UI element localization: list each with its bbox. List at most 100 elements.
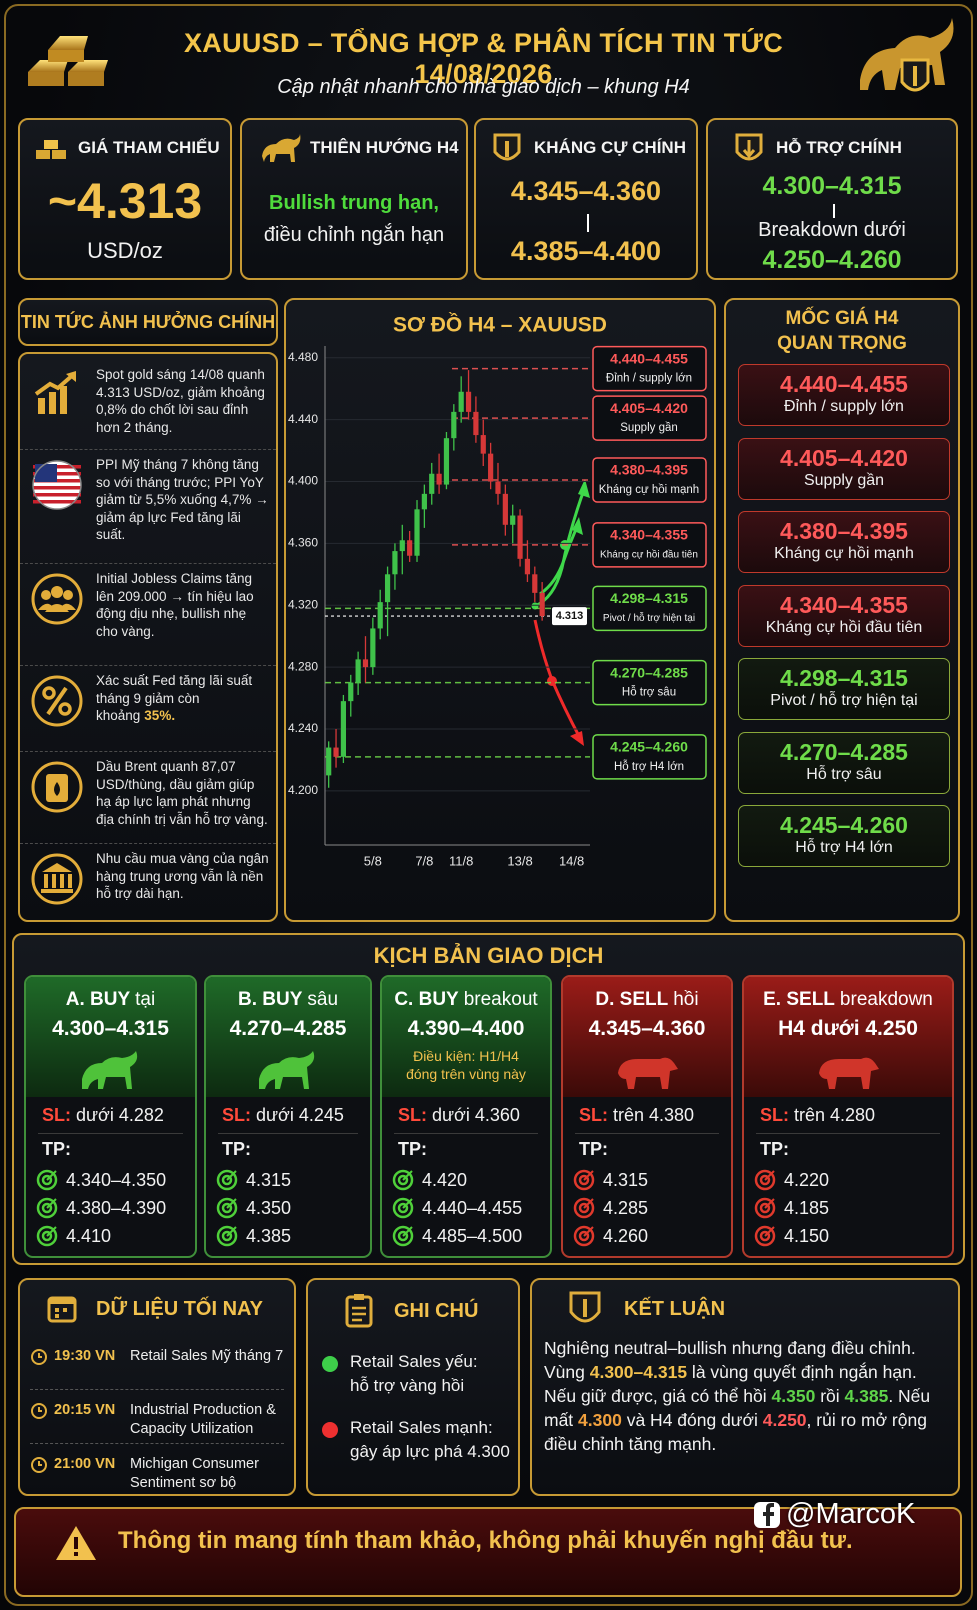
scenario-qualifier: breakdown (839, 989, 933, 1010)
stop-loss: SL: trên 4.380 (579, 1105, 694, 1126)
icon (31, 761, 83, 813)
icon-part (216, 1169, 238, 1191)
tonight-panel: DỮ LIỆU TỐI NAY 19:30 VN Retail Sales Mỹ … (18, 1278, 296, 1496)
icon-part (41, 1230, 53, 1242)
news-title: TIN TỨC ẢNH HƯỞNG CHÍNH (20, 312, 276, 332)
icon-part (764, 1226, 775, 1237)
stop-loss: SL: dưới 4.245 (222, 1105, 344, 1126)
icon-part (33, 493, 81, 497)
x-tick-label: 5/8 (364, 853, 382, 868)
divider (575, 1133, 719, 1134)
news-text: PPI Mỹ tháng 7 không tăng so với tháng t… (96, 457, 269, 542)
candle-body (443, 438, 450, 485)
candle-body (502, 493, 508, 525)
candle-body (436, 473, 442, 485)
icon-part (216, 1197, 238, 1219)
icon-part (819, 1057, 879, 1089)
candle-body (517, 515, 523, 559)
separator (587, 214, 589, 232)
breakdown-label: Breakdown dưới (758, 219, 906, 241)
candle-body (362, 659, 369, 668)
disclaimer-bar: Thông tin mang tính tham khảo, không phả… (14, 1507, 962, 1597)
conclusion-highlight: 4.350 (771, 1386, 816, 1406)
scenario-card: A. BUY tại 4.300–4.315 SL: dưới 4.282 TP: 4.34… (24, 975, 197, 1258)
conclusion-title: KẾT LUẬN (624, 1298, 726, 1320)
levels-title: MỐC GIÁ H4 QUAN TRỌNG (777, 308, 907, 354)
level-range: 4.245–4.260 (780, 812, 908, 838)
stop-loss: SL: trên 4.280 (760, 1105, 875, 1126)
scenario-name: C. BUY breakout (382, 989, 550, 1011)
candle-body (451, 411, 457, 439)
sl-value: dưới 4.282 (76, 1105, 164, 1125)
conclusion-segment: và H4 đóng dưới (621, 1410, 763, 1430)
sl-value: trên 4.380 (613, 1105, 695, 1125)
take-profit: 4.220 (784, 1170, 830, 1190)
icon (31, 573, 83, 625)
icon-part (36, 1169, 58, 1191)
level-label: 4.405–4.420 (610, 400, 688, 416)
scenario-action: D. SELL (595, 989, 669, 1010)
level-card: 4.340–4.355 Kháng cự hồi đầu tiên (738, 584, 950, 647)
scenario-qualifier: tại (135, 989, 156, 1010)
y-tick-label: 4.320 (288, 597, 318, 611)
scenario-action: E. SELL (763, 989, 835, 1010)
conclusion-segment: Nghiêng neutral–bullish nhưng đang điều … (544, 1338, 916, 1382)
disclaimer: Thông tin mang tính tham khảo, không phả… (118, 1527, 853, 1554)
gold-bars-icon (28, 36, 108, 86)
x-tick-label: 14/8 (559, 853, 584, 868)
icon (31, 853, 83, 905)
icon-part (81, 1051, 137, 1089)
news-panel: Spot gold sáng 14/08 quanh 4.313 USD/oz,… (18, 352, 278, 922)
icon-part (226, 1170, 237, 1181)
icon-part (31, 853, 83, 905)
conclusion-panel: KẾT LUẬN Nghiêng neutral–bullish nhưng đ… (530, 1278, 960, 1496)
conclusion-segment: rồi (815, 1386, 845, 1406)
icon-part (221, 1174, 233, 1186)
tp-label: TP: (42, 1139, 71, 1159)
icon-part (226, 1226, 237, 1237)
level-card: 4.380–4.395 Kháng cự hồi mạnh (738, 511, 950, 573)
take-profit: 4.410 (66, 1226, 112, 1246)
card-icon (493, 133, 521, 161)
take-profit: 4.260 (603, 1226, 649, 1246)
icon-part (63, 590, 73, 600)
candle-body (340, 701, 347, 757)
conclusion-segment: . Nếu mất (544, 1386, 931, 1430)
level-box (592, 734, 707, 780)
target-icon (573, 1169, 595, 1191)
event-name: Michigan Consumer Sentiment sơ bộ (130, 1456, 259, 1491)
icon-part (32, 460, 82, 510)
icon-part (397, 1230, 409, 1242)
icon-part (392, 1169, 414, 1191)
chart-panel: SƠ ĐỒ H4 – XAUUSD 4.200 4.240 4.280 4.320 4.… (284, 298, 716, 922)
icon-part (60, 386, 67, 414)
scenario-card: D. SELL hồi 4.345–4.360 SL: trên 4.380 TP: 4.3… (561, 975, 733, 1258)
card-title: GIÁ THAM CHIẾU (78, 138, 220, 157)
x-tick-label: 7/8 (415, 853, 433, 868)
arrow-head (578, 479, 590, 498)
bull-icon (259, 1051, 315, 1089)
target-icon (392, 1197, 414, 1219)
news-item: PPI Mỹ tháng 7 không tăng so với tháng t… (20, 452, 276, 564)
icon-part (38, 603, 76, 610)
candle-body (407, 540, 413, 556)
clipboard-icon (345, 1294, 373, 1328)
reference-price: ~4.313 (47, 173, 203, 229)
level-card: 4.440–4.455 Đỉnh / supply lớn (738, 364, 950, 426)
note-dot (322, 1356, 338, 1372)
level-box (592, 585, 707, 632)
icon-part (52, 874, 56, 888)
news-header: TIN TỨC ẢNH HƯỞNG CHÍNH (18, 298, 278, 346)
clock-icon (31, 1349, 47, 1365)
icon-part (42, 686, 56, 700)
target-icon (216, 1197, 238, 1219)
icon-part (31, 1457, 47, 1473)
icon-part (68, 874, 72, 888)
title: XAUUSD – TỔNG HỢP & PHÂN TÍCH TIN TỨC 14… (183, 28, 784, 89)
sl-value: dưới 4.360 (432, 1105, 520, 1125)
scenario-header: B. BUY sâu 4.270–4.285 (206, 977, 370, 1097)
target-icon (573, 1197, 595, 1219)
level-range: 4.270–4.285 (780, 738, 908, 765)
y-tick-label: 4.400 (288, 474, 318, 488)
